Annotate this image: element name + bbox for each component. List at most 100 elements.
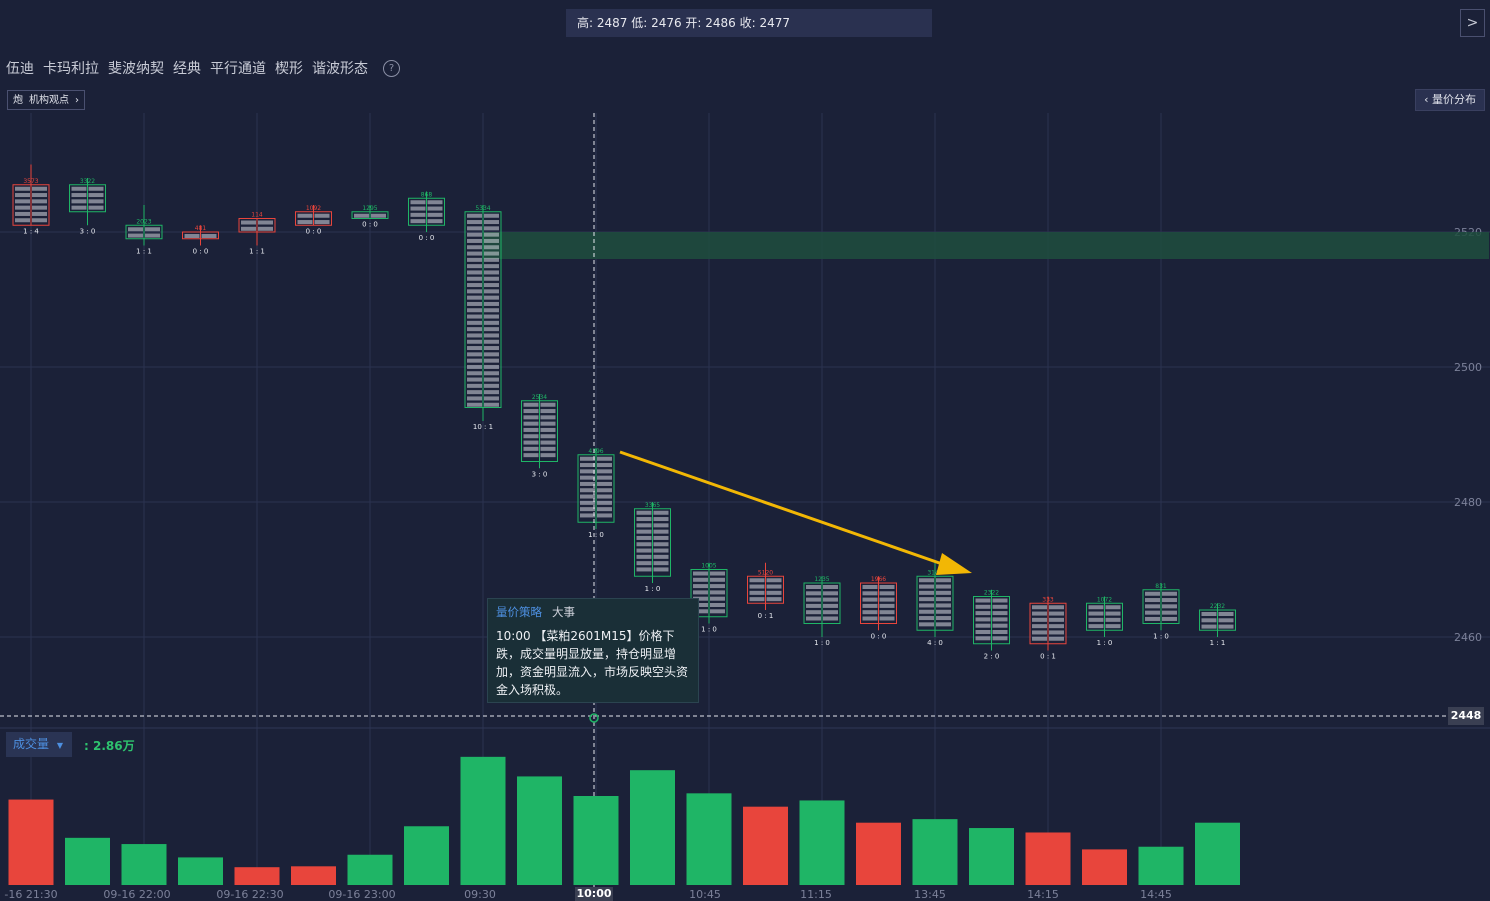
- footprint-cell-bid: [1088, 617, 1104, 622]
- footprint-cell-ask: [597, 513, 612, 518]
- candle-body: [916, 575, 954, 631]
- footprint-cell-ask: [484, 314, 499, 319]
- footprint-cell-ask: [879, 591, 895, 596]
- x-tick-label: 09-16 22:00: [103, 888, 170, 901]
- tool-harmonic[interactable]: 谐波形态: [312, 61, 368, 77]
- footprint-cell-ask: [1049, 617, 1064, 622]
- footprint-cell-bid: [806, 585, 821, 589]
- footprint-cell-ask: [201, 234, 217, 238]
- footprint-cell-bid: [1088, 611, 1104, 616]
- footprint-cell-ask: [32, 186, 47, 191]
- footprint-cell-ask: [427, 219, 443, 224]
- tool-parallel-channel[interactable]: 平行通道: [210, 61, 266, 77]
- footprint-cell-bid: [71, 193, 87, 198]
- footprint-cell-bid: [467, 377, 482, 382]
- footprint-cell-ask: [710, 596, 725, 601]
- footprint-cell-bid: [580, 513, 595, 518]
- footprint-cell-ask: [597, 475, 612, 480]
- footprint-cell-bid: [15, 193, 30, 198]
- footprint-cell-ask: [540, 415, 556, 420]
- footprint-cell-ask: [597, 494, 612, 499]
- footprint-cell-bid: [1088, 624, 1104, 629]
- institution-view-button[interactable]: 炮 机构观点 ›: [7, 90, 85, 110]
- footprint-cell-ask: [484, 232, 499, 237]
- footprint-cell-ask: [540, 427, 556, 432]
- footprint-cell-bid: [1032, 617, 1047, 622]
- candle-imbalance: 4 : 0: [927, 639, 943, 647]
- footprint-cell-ask: [427, 200, 443, 205]
- footprint-cell-ask: [484, 226, 499, 231]
- footprint-cell-ask: [710, 609, 725, 614]
- candle-imbalance: 0 : 0: [871, 632, 887, 640]
- footprint-cell-bid: [693, 584, 708, 589]
- footprint-cell-bid: [467, 301, 482, 306]
- footprint-cell-ask: [597, 463, 612, 468]
- footprint-cell-bid: [467, 396, 482, 401]
- tab-major-events[interactable]: 大事: [552, 605, 575, 619]
- candle-imbalance: 1 : 0: [1097, 639, 1113, 647]
- x-tick-label: -16 21:30: [4, 888, 57, 901]
- volume-indicator-value: : 2.86万: [84, 739, 135, 753]
- candle-body: [521, 400, 558, 462]
- footprint-cell-bid: [975, 623, 991, 628]
- footprint-cell-ask: [32, 218, 47, 223]
- footprint-cell-ask: [936, 622, 951, 627]
- volume-profile-button[interactable]: ‹ 量价分布: [1415, 89, 1485, 111]
- footprint-cell-ask: [145, 233, 160, 238]
- volume-bar: [234, 867, 280, 885]
- help-icon[interactable]: ?: [383, 59, 400, 77]
- candle-imbalance: 1 : 4: [23, 227, 39, 235]
- volume-bar: [1195, 822, 1240, 885]
- footprint-cell-bid: [580, 494, 595, 499]
- volume-bar: [347, 854, 393, 885]
- tool-wedge[interactable]: 楔形: [275, 61, 303, 77]
- volume-indicator-select[interactable]: 成交量 ▼: [6, 732, 72, 757]
- candle-top-delta: 868: [421, 191, 433, 198]
- footprint-cell-bid: [15, 186, 30, 191]
- tool-woodie[interactable]: 伍迪: [6, 61, 34, 77]
- footprint-cell-bid: [467, 402, 482, 407]
- footprint-cell-bid: [636, 548, 652, 553]
- footprint-cell-ask: [710, 603, 725, 607]
- footprint-cell-bid: [523, 446, 539, 451]
- footprint-cell-bid: [1145, 610, 1160, 615]
- chevron-right-icon: ›: [75, 95, 79, 106]
- candle-top-delta: 5334: [475, 205, 490, 212]
- x-tick-label: 14:15: [1027, 888, 1059, 901]
- trend-arrow-line: [619, 450, 949, 568]
- footprint-cell-bid: [410, 212, 426, 217]
- tab-price-volume-strategy[interactable]: 量价策略: [496, 605, 542, 619]
- footprint-cell-bid: [241, 226, 256, 231]
- footprint-cell-ask: [484, 364, 499, 369]
- footprint-cell-bid: [467, 238, 482, 243]
- footprint-cell-bid: [806, 597, 821, 602]
- footprint-cell-ask: [710, 571, 725, 576]
- footprint-cell-ask: [88, 193, 104, 198]
- tool-camarilla[interactable]: 卡玛利拉: [43, 61, 99, 77]
- footprint-cell-bid: [523, 415, 539, 420]
- footprint-cell-bid: [1145, 616, 1160, 621]
- collapse-panel-button[interactable]: >: [1460, 9, 1485, 37]
- candle-body: [238, 218, 276, 233]
- tool-fibonacci[interactable]: 斐波纳契: [108, 61, 164, 77]
- candle-top-delta: 1092: [306, 205, 321, 212]
- footprint-cell-ask: [258, 220, 273, 225]
- footprint-cell-bid: [467, 226, 482, 231]
- caret-down-icon: ▼: [56, 741, 63, 750]
- candle-imbalance: 0 : 0: [362, 221, 378, 229]
- footprint-cell-ask: [992, 617, 1008, 622]
- footprint-cell-ask: [1162, 591, 1177, 596]
- footprint-cell-bid: [862, 597, 878, 602]
- tool-classic[interactable]: 经典: [173, 61, 201, 77]
- footprint-cell-ask: [1218, 624, 1234, 629]
- candle-imbalance: 3 : 0: [532, 470, 548, 478]
- candle-body: [351, 211, 389, 219]
- footprint-cell-bid: [975, 611, 991, 616]
- ohlc-readout: 高: 2487 低: 2476 开: 2486 收: 2477: [566, 9, 932, 37]
- footprint-cell-bid: [354, 213, 369, 218]
- chevron-left-icon: ‹: [1424, 93, 1429, 106]
- footprint-cell-ask: [540, 434, 556, 439]
- footprint-cell-ask: [540, 402, 556, 407]
- footprint-cell-ask: [936, 616, 951, 621]
